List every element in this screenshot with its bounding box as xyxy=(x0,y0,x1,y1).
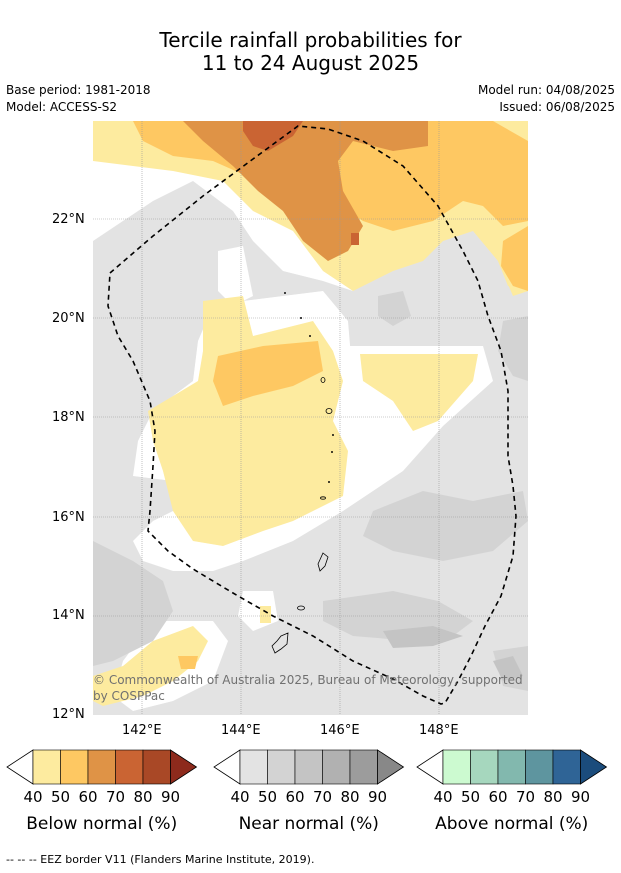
lon-label-142e: 142°E xyxy=(122,723,162,738)
near-normal-colorbar-right-arrow xyxy=(377,749,405,785)
near-normal-tick-label: 70 xyxy=(312,788,333,806)
lat-label-16n: 16°N xyxy=(52,510,85,525)
above-normal-colorbar-segment xyxy=(497,749,526,785)
below-normal-tick-label: 60 xyxy=(78,788,98,806)
below-normal-colorbar-title: Below normal (%) xyxy=(26,814,178,834)
above-normal-tick-label: 70 xyxy=(515,788,536,806)
below-normal-tick-label: 50 xyxy=(50,788,71,806)
above-normal-colorbar-segment xyxy=(552,749,581,785)
below-normal-colorbar-segment xyxy=(60,749,89,785)
below-normal-colorbar-left-arrow xyxy=(6,749,34,785)
rainfall-map xyxy=(93,121,528,715)
above-normal-tick-label: 90 xyxy=(570,788,591,806)
below-normal-tick-label: 90 xyxy=(160,788,181,806)
near-normal-colorbar-segment xyxy=(267,749,296,785)
islands xyxy=(271,291,334,654)
above-normal-tick-label: 60 xyxy=(488,788,508,806)
copyright-line1: © Commonwealth of Australia 2025, Bureau… xyxy=(93,673,523,687)
below-normal-tick-label: 40 xyxy=(23,788,43,806)
below-normal-tick-label: 70 xyxy=(105,788,126,806)
near-normal-tick-label: 80 xyxy=(340,788,360,806)
eez-border xyxy=(107,125,517,705)
gridlines xyxy=(93,121,528,715)
near-normal-colorbar-segment xyxy=(239,749,268,785)
below-normal-tick-label: 80 xyxy=(133,788,153,806)
above-normal-tick-label: 40 xyxy=(433,788,453,806)
below-normal-colorbar-segment xyxy=(142,749,171,785)
base-period: Base period: 1981-2018 xyxy=(6,83,151,97)
near-normal-tick-label: 40 xyxy=(230,788,250,806)
near-normal-colorbar-segment xyxy=(294,749,323,785)
copyright-line2: by COSPPac xyxy=(93,689,165,703)
above-normal-colorbar-left-arrow xyxy=(416,749,444,785)
below-normal-colorbar-segment xyxy=(115,749,144,785)
near-normal-colorbar-title: Near normal (%) xyxy=(238,814,379,834)
lon-label-148e: 148°E xyxy=(419,723,459,738)
lon-label-146e: 146°E xyxy=(320,723,360,738)
above-normal-tick-label: 80 xyxy=(543,788,563,806)
below-normal-60-regions xyxy=(183,121,428,261)
near-normal-tick-label: 60 xyxy=(285,788,305,806)
darker-grey-regions xyxy=(93,291,528,691)
lat-label-14n: 14°N xyxy=(52,608,85,623)
below-normal-colorbar-segment xyxy=(32,749,61,785)
below-normal-70-regions xyxy=(243,121,359,245)
above-normal-colorbar-segment xyxy=(525,749,554,785)
lat-label-18n: 18°N xyxy=(52,410,85,425)
near-normal-tick-label: 90 xyxy=(367,788,388,806)
map-title-line2: 11 to 24 August 2025 xyxy=(201,51,420,75)
near-normal-colorbar-segment xyxy=(322,749,351,785)
eez-footnote: -- -- -- EEZ border V11 (Flanders Marine… xyxy=(6,853,315,866)
near-normal-colorbar-left-arrow xyxy=(213,749,241,785)
lat-label-20n: 20°N xyxy=(52,311,85,326)
near-normal-tick-label: 50 xyxy=(257,788,278,806)
above-normal-colorbar-segment xyxy=(442,749,471,785)
above-normal-tick-label: 50 xyxy=(460,788,481,806)
issued-date: Issued: 06/08/2025 xyxy=(499,100,615,114)
above-normal-colorbar-segment xyxy=(470,749,499,785)
model-run: Model run: 04/08/2025 xyxy=(477,83,615,97)
above-normal-colorbar-right-arrow xyxy=(580,749,608,785)
model-name: Model: ACCESS-S2 xyxy=(6,100,118,114)
lat-label-12n: 12°N xyxy=(52,707,85,722)
map-title-line1: Tercile rainfall probabilities for xyxy=(159,28,462,52)
near-normal-50-regions xyxy=(383,626,523,681)
lon-label-144e: 144°E xyxy=(221,723,261,738)
above-normal-colorbar-title: Above normal (%) xyxy=(435,814,589,834)
near-normal-colorbar-segment xyxy=(349,749,378,785)
below-normal-colorbar-segment xyxy=(87,749,116,785)
lat-label-22n: 22°N xyxy=(52,212,85,227)
colorbars xyxy=(6,749,608,785)
below-normal-colorbar-right-arrow xyxy=(170,749,198,785)
